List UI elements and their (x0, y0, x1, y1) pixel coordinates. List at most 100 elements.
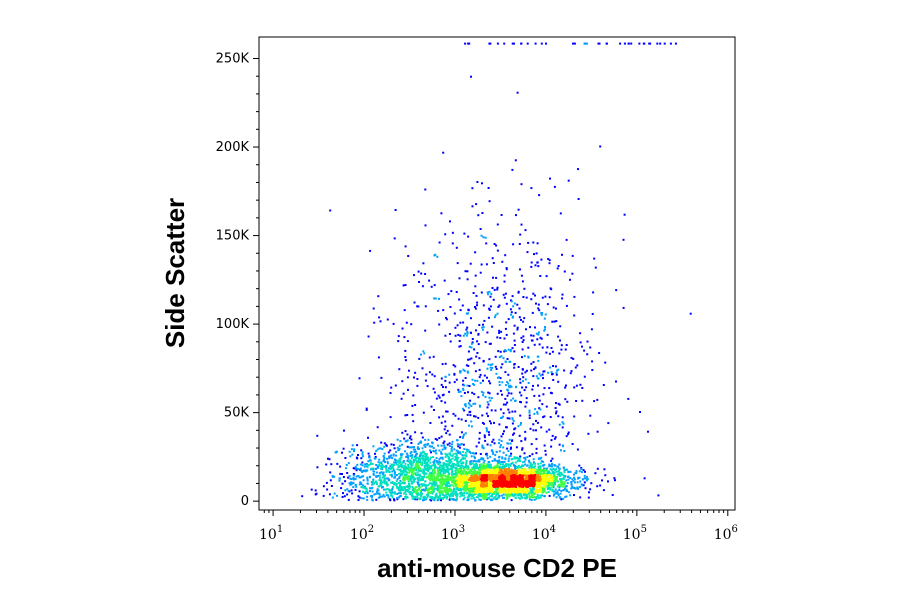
data-point (449, 497, 452, 500)
data-point (420, 483, 423, 486)
data-point (627, 397, 630, 400)
data-point (401, 487, 404, 490)
data-point (455, 479, 458, 482)
data-point (441, 456, 444, 459)
data-point (398, 461, 401, 464)
data-point (458, 277, 461, 280)
data-point (509, 447, 512, 450)
data-point (485, 430, 488, 433)
data-point (519, 455, 522, 458)
data-point (527, 470, 529, 473)
data-point (373, 493, 376, 496)
data-point (431, 373, 434, 376)
data-point (531, 474, 534, 477)
data-point (525, 401, 528, 404)
data-point (510, 385, 513, 388)
data-point (470, 497, 473, 500)
data-point (470, 460, 473, 462)
data-point (548, 465, 551, 468)
data-point (528, 487, 531, 490)
data-point (486, 331, 489, 334)
data-point (525, 328, 527, 331)
data-point (514, 311, 517, 314)
data-point (497, 491, 500, 494)
data-point (501, 363, 504, 366)
data-point (565, 489, 568, 492)
data-point (507, 385, 510, 388)
data-point (520, 466, 523, 469)
data-point (569, 278, 571, 281)
data-point (488, 463, 491, 466)
data-point (551, 485, 554, 488)
data-point (489, 463, 492, 466)
data-point (447, 490, 450, 493)
data-point (553, 493, 556, 496)
data-point (524, 487, 527, 490)
data-point (419, 490, 422, 492)
data-point (431, 445, 433, 448)
data-point (346, 472, 349, 474)
data-point (372, 445, 375, 448)
data-point (399, 488, 402, 491)
data-point (454, 334, 457, 337)
data-point (425, 461, 428, 464)
data-point (524, 484, 527, 487)
data-point (435, 397, 438, 400)
data-point (536, 493, 539, 496)
data-point (539, 374, 542, 377)
data-point (329, 479, 332, 482)
data-point (443, 489, 446, 492)
data-point (429, 486, 432, 489)
data-point (500, 472, 503, 475)
data-point (407, 456, 409, 459)
data-point (555, 492, 558, 495)
data-point (458, 443, 461, 446)
data-point (431, 486, 434, 488)
data-point (445, 463, 447, 466)
data-point (483, 483, 486, 486)
data-point (432, 471, 435, 474)
data-point (403, 336, 406, 339)
data-point (476, 379, 479, 382)
data-point (491, 477, 494, 480)
data-point (473, 484, 475, 487)
data-point (550, 439, 553, 442)
data-point (427, 466, 430, 469)
data-point (499, 489, 502, 492)
data-point (614, 479, 616, 482)
data-point (508, 386, 511, 389)
data-point (482, 326, 485, 329)
data-point (454, 326, 457, 329)
data-point (573, 386, 576, 389)
data-point (535, 375, 538, 378)
data-point (330, 463, 333, 466)
data-point (501, 381, 504, 384)
data-point (377, 489, 380, 492)
data-point (431, 464, 434, 467)
data-point (569, 470, 572, 473)
data-point (521, 356, 523, 359)
data-point (485, 490, 488, 493)
data-point (372, 480, 375, 483)
data-point (525, 397, 528, 400)
data-point (407, 485, 410, 487)
data-point (560, 483, 563, 486)
data-point (561, 421, 564, 424)
data-point (492, 438, 495, 441)
data-point (396, 459, 399, 462)
data-point (522, 493, 525, 496)
data-point (515, 214, 517, 217)
data-point (440, 444, 443, 447)
data-point (463, 489, 466, 492)
data-point (514, 478, 517, 481)
data-point (561, 480, 564, 483)
data-point (500, 355, 503, 358)
data-point (390, 454, 393, 457)
data-point (457, 481, 460, 484)
data-point (413, 460, 416, 463)
data-point (509, 384, 512, 387)
data-point (382, 465, 385, 468)
data-point (380, 471, 383, 474)
data-point (537, 483, 539, 486)
data-point (409, 435, 412, 438)
